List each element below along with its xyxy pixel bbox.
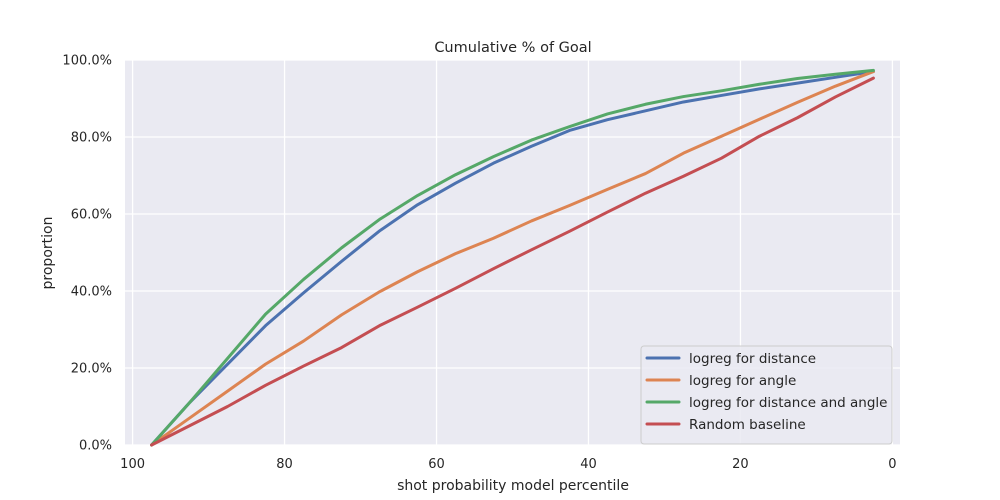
- x-tick-label: 80: [276, 457, 293, 472]
- series-line: [150, 76, 875, 447]
- legend: logreg for distance logreg for angle logre…: [640, 345, 893, 445]
- legend-label: Random baseline: [689, 417, 806, 433]
- y-tick-label: 60.0%: [71, 208, 112, 223]
- y-tick-label: 80.0%: [71, 131, 112, 146]
- x-tick-label: 100: [120, 457, 145, 472]
- x-tick-label: 20: [732, 457, 749, 472]
- y-tick-label: 20.0%: [71, 362, 112, 377]
- series-line: [150, 68, 875, 447]
- legend-label: logreg for distance and angle: [689, 395, 888, 411]
- x-tick-label: 60: [428, 457, 445, 472]
- legend-label: logreg for angle: [689, 373, 796, 389]
- series-line: [150, 70, 875, 447]
- series-line: [150, 70, 875, 447]
- y-axis-label: proportion: [40, 217, 56, 290]
- legend-label: logreg for distance: [689, 351, 816, 367]
- x-axis-label: shot probability model percentile: [397, 478, 629, 494]
- legend-box: [640, 345, 893, 445]
- chart-title: Cumulative % of Goal: [434, 40, 591, 56]
- y-tick-label: 0.0%: [79, 439, 112, 454]
- y-tick-label: 100.0%: [62, 54, 112, 69]
- y-tick-label: 40.0%: [71, 285, 112, 300]
- x-tick-label: 40: [580, 457, 597, 472]
- x-tick-label: 0: [888, 457, 896, 472]
